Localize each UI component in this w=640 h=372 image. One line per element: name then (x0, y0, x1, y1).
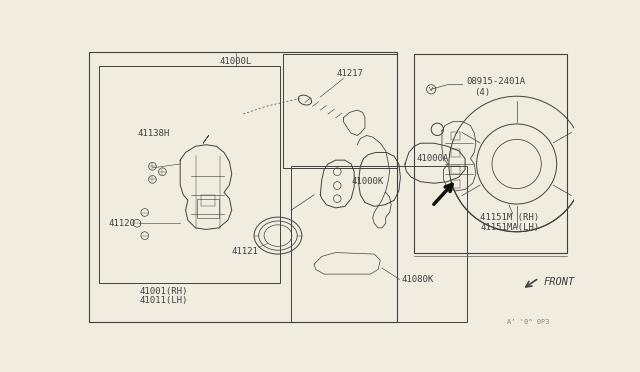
Text: 41217: 41217 (336, 70, 363, 78)
Bar (201, 195, 215, 206)
Bar (90, 52, 397, 322)
Text: (4): (4) (474, 88, 490, 97)
Bar (291, 166, 467, 322)
Text: 41120: 41120 (109, 219, 136, 228)
Text: A’ '0^ 0P3: A’ '0^ 0P3 (508, 319, 550, 325)
Text: 08915-2401A: 08915-2401A (467, 77, 525, 86)
Text: 41000A: 41000A (417, 154, 449, 163)
Text: 41151MA(LH): 41151MA(LH) (481, 224, 540, 232)
Bar (414, 54, 566, 253)
Bar (451, 150, 460, 157)
Text: 41000K: 41000K (351, 177, 383, 186)
Text: 41080K: 41080K (401, 275, 433, 284)
Bar (99, 66, 280, 283)
Text: 41138H: 41138H (137, 129, 170, 138)
Bar (284, 54, 397, 168)
Text: 41000L: 41000L (220, 57, 252, 66)
Bar (451, 132, 460, 140)
Bar (451, 166, 460, 174)
Bar (197, 199, 219, 218)
Text: 41001(RH): 41001(RH) (140, 286, 188, 295)
Text: 41011(LH): 41011(LH) (140, 296, 188, 305)
Text: FRONT: FRONT (543, 277, 575, 287)
Bar (451, 180, 460, 188)
Text: 41121: 41121 (232, 247, 259, 256)
Text: 41151M (RH): 41151M (RH) (481, 214, 540, 222)
Text: V: V (429, 87, 433, 92)
